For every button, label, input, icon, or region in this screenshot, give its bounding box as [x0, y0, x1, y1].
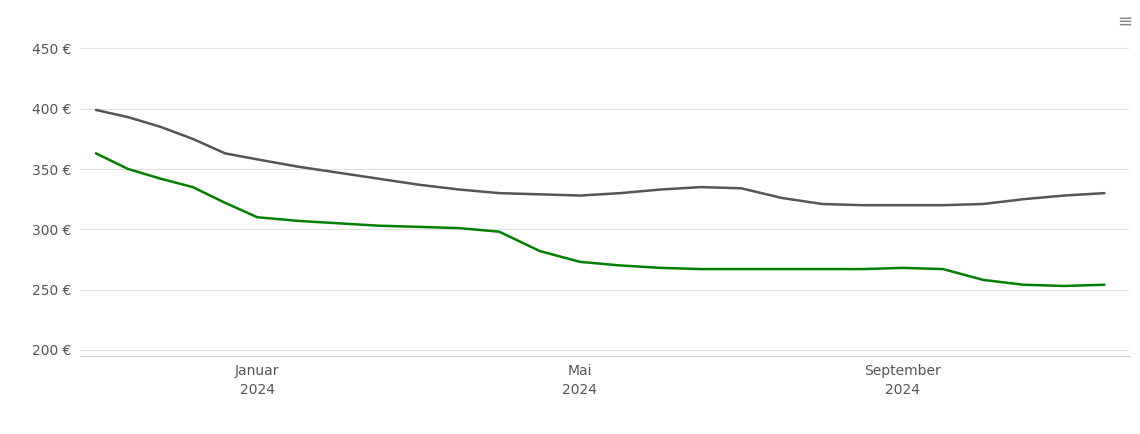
Text: ≡: ≡ — [1117, 13, 1132, 31]
